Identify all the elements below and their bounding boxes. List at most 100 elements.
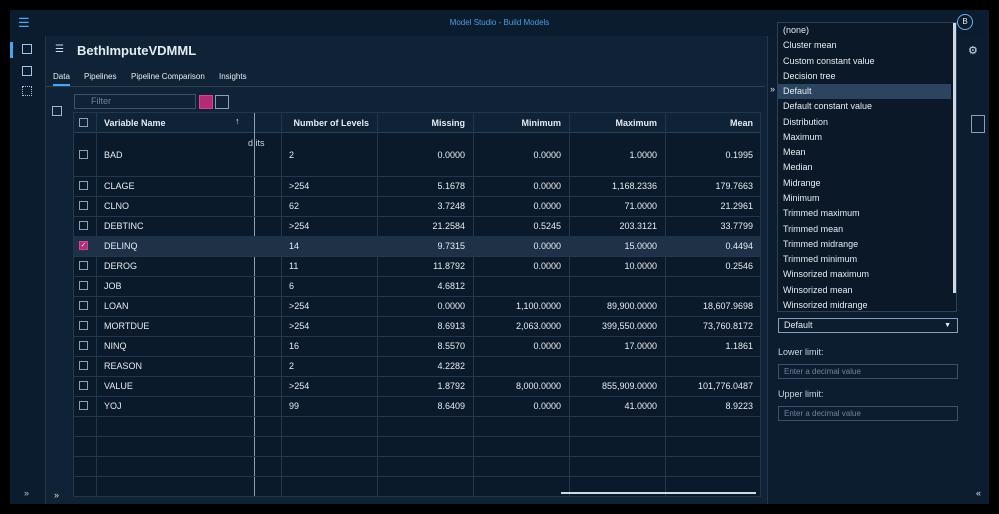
tab[interactable]: Data	[53, 72, 70, 86]
table-cell: 71.0000	[624, 201, 657, 211]
dropdown-option[interactable]: (none)	[783, 25, 810, 35]
dropdown-option[interactable]: Median	[783, 162, 813, 173]
column-header[interactable]: Minimum	[521, 118, 562, 128]
checkbox[interactable]	[79, 181, 88, 190]
table-cell: 8.9223	[725, 401, 753, 411]
table-cell: 8.6913	[437, 321, 465, 331]
column-header[interactable]: Number of Levels	[293, 118, 369, 128]
table-cell: 89,900.0000	[606, 301, 657, 311]
dropdown-option[interactable]: Mean	[783, 147, 806, 158]
dropdown-option[interactable]: Trimmed maximum	[783, 208, 860, 219]
left-rail: »	[10, 36, 46, 504]
lower-limit-input[interactable]: Enter a decimal value	[778, 364, 958, 379]
rail-icon[interactable]	[22, 66, 32, 76]
checkbox[interactable]: ✓	[79, 241, 88, 250]
col-divider	[665, 113, 666, 496]
checkbox[interactable]	[79, 281, 88, 290]
table-cell: DELINQ	[104, 241, 138, 251]
checkbox[interactable]	[79, 118, 88, 127]
column-header[interactable]: Missing	[431, 118, 465, 128]
checkbox[interactable]	[79, 401, 88, 410]
dropdown-option[interactable]: Default constant value	[783, 101, 873, 112]
table-cell: 5.1678	[437, 181, 465, 191]
column-header[interactable]: Variable Name	[104, 118, 166, 128]
table-cell: 203.3121	[619, 221, 657, 231]
dropdown-option[interactable]: Cluster mean	[783, 40, 837, 51]
row-line	[74, 476, 760, 477]
dropdown-option[interactable]: Winsorized midrange	[783, 299, 868, 310]
panel-collapse[interactable]: »	[770, 84, 776, 94]
rail-expand[interactable]: »	[24, 488, 30, 498]
checkbox[interactable]	[79, 201, 88, 210]
detail-view-button[interactable]	[215, 95, 229, 109]
filter-input[interactable]: Filter	[74, 94, 196, 109]
dropdown-option[interactable]: Distribution	[783, 116, 829, 127]
table-cell: DEBTINC	[104, 221, 144, 231]
row-highlight	[74, 236, 760, 256]
project-name: BethImputeVDMML	[77, 43, 197, 58]
column-header[interactable]: Mean	[729, 118, 753, 128]
checkbox[interactable]	[79, 341, 88, 350]
grid-view-button[interactable]	[199, 95, 213, 109]
dropdown-option[interactable]: Midrange	[783, 177, 821, 188]
table-cell: 4.6812	[437, 281, 465, 291]
rail-icon[interactable]	[22, 44, 32, 54]
menu-icon[interactable]: ☰	[18, 15, 30, 30]
dropdown-option[interactable]: Winsorized mean	[783, 284, 853, 295]
tab[interactable]: Pipelines	[84, 72, 117, 81]
upper-limit-input[interactable]: Enter a decimal value	[778, 406, 958, 421]
row-line	[74, 396, 760, 397]
dropdown-option[interactable]: Winsorized maximum	[783, 269, 870, 280]
table-cell: 8.6409	[437, 401, 465, 411]
table-cell: 1.8792	[437, 381, 465, 391]
dropdown-option[interactable]: Trimmed minimum	[783, 254, 858, 265]
table-cell: 1.0000	[629, 149, 657, 160]
column-header[interactable]: Maximum	[615, 118, 657, 128]
sort-arrow[interactable]: ↑	[235, 116, 240, 126]
user-avatar[interactable]: B	[957, 14, 973, 30]
table-cell: 15.0000	[624, 241, 657, 251]
panel-collapse-bottom[interactable]: «	[976, 488, 982, 498]
settings-icon[interactable]: ⚙	[968, 45, 978, 57]
col-divider	[377, 113, 378, 496]
checkbox[interactable]	[79, 301, 88, 310]
checkbox[interactable]	[79, 361, 88, 370]
collapse-button[interactable]: »	[54, 490, 60, 500]
table-cell: MORTDUE	[104, 321, 150, 331]
table-cell: 10.0000	[624, 261, 657, 271]
tab[interactable]: Pipeline Comparison	[131, 72, 205, 81]
app: ☰ Model Studio - Build Models B » ☰ Beth…	[10, 10, 989, 504]
table-cell: 9.7315	[437, 241, 465, 251]
row-line	[74, 336, 760, 337]
dropdown-option[interactable]: Custom constant value	[783, 55, 875, 66]
checkbox[interactable]	[79, 321, 88, 330]
table-cell: >254	[289, 321, 310, 331]
side-icon[interactable]	[971, 115, 985, 133]
dropdown-option[interactable]: Maximum	[783, 131, 823, 142]
checkbox[interactable]	[79, 261, 88, 270]
table-cell: 8,000.0000	[515, 381, 561, 391]
col-divider	[473, 113, 474, 496]
row-line	[74, 436, 760, 437]
tab-rule	[46, 86, 765, 87]
dropdown-option[interactable]: Default	[778, 84, 951, 100]
dropdown-option[interactable]: Trimmed mean	[783, 223, 844, 234]
rail-icon[interactable]	[22, 86, 32, 96]
table-icon[interactable]	[52, 106, 62, 116]
dropdown-option[interactable]: Trimmed midrange	[783, 238, 859, 249]
row-line	[74, 316, 760, 317]
table-cell: CLNO	[104, 201, 130, 211]
table-cell: 3.7248	[437, 201, 465, 211]
dropdown-option[interactable]: Minimum	[783, 192, 820, 203]
method-select[interactable]: Default ▼	[778, 318, 958, 333]
table-cell: 0.0000	[533, 241, 561, 251]
checkbox[interactable]	[79, 381, 88, 390]
checkbox[interactable]	[79, 221, 88, 230]
app-title: Model Studio - Build Models	[449, 18, 550, 27]
list-icon[interactable]: ☰	[55, 44, 64, 55]
dropdown-option[interactable]: Decision tree	[783, 70, 836, 81]
table-cell: CLAGE	[104, 181, 135, 191]
checkbox[interactable]	[79, 149, 88, 159]
tab[interactable]: Insights	[219, 72, 247, 81]
rail-active	[10, 42, 13, 58]
